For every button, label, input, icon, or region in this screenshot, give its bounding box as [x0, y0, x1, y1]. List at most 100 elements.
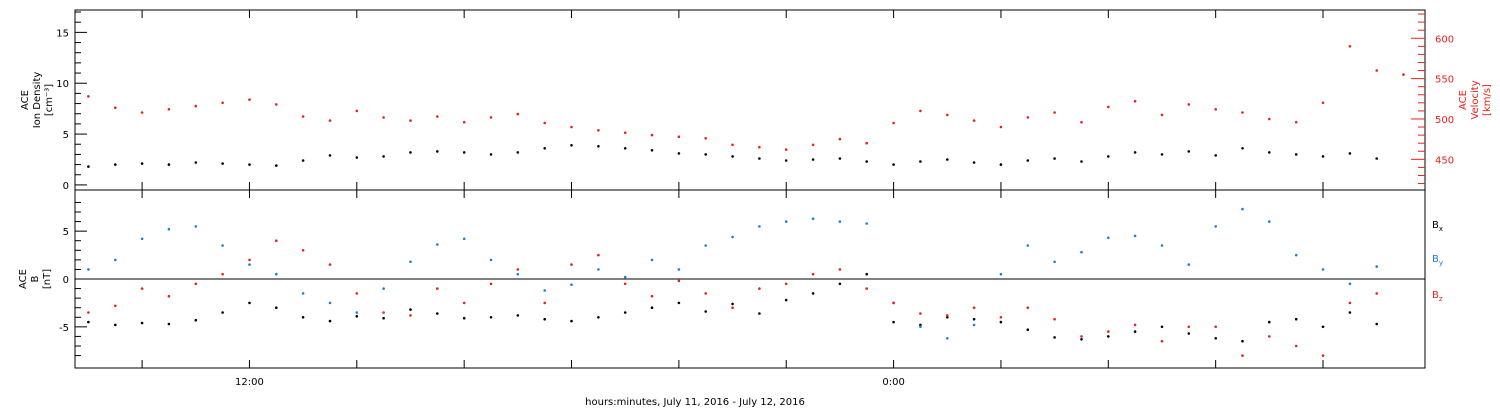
- top-series-point-0: [87, 165, 90, 168]
- top-series-point-1: [436, 115, 439, 118]
- b-field-point-0: [919, 323, 922, 327]
- top-series-point-1: [462, 120, 466, 124]
- velocity-tick-label: 550: [1435, 75, 1454, 86]
- b-field-tick-label: -5: [59, 323, 69, 334]
- b-field-point-0: [1160, 325, 1164, 329]
- velocity-axis-label-line-3: [km/s]: [1482, 84, 1493, 116]
- bottom-panel-series: [87, 207, 1378, 357]
- velocity-tick-label: 500: [1435, 115, 1454, 126]
- top-series-point-1: [1107, 105, 1110, 109]
- top-series-point-1: [999, 125, 1003, 129]
- b-field-point-0: [87, 320, 90, 324]
- density-tick-label: 10: [56, 79, 69, 90]
- top-series-point-0: [1133, 151, 1137, 154]
- top-series-point-0: [1160, 153, 1164, 156]
- top-series-point-1: [1160, 113, 1164, 117]
- top-series-point-0: [140, 162, 144, 165]
- top-series-point-0: [436, 150, 439, 153]
- top-series-point-1: [114, 106, 117, 109]
- top-series-point-0: [1080, 160, 1083, 163]
- b-field-point-1: [489, 258, 493, 262]
- top-series-point-0: [731, 155, 734, 158]
- b-field-point-1: [570, 283, 573, 287]
- top-series-point-0: [1214, 154, 1217, 157]
- b-field-point-0: [221, 311, 224, 314]
- b-field-point-2: [221, 272, 224, 276]
- b-field-point-2: [1241, 354, 1244, 357]
- b-field-point-0: [167, 322, 171, 326]
- b-field-point-1: [1321, 268, 1325, 271]
- legend-bx: Bx: [1432, 220, 1443, 233]
- b-field-point-2: [704, 292, 707, 295]
- legend-bz: Bz: [1432, 290, 1443, 303]
- top-series-point-1: [355, 109, 359, 113]
- top-series-point-0: [301, 159, 305, 162]
- b-field-point-2: [731, 306, 734, 310]
- top-series-point-1: [704, 137, 707, 140]
- b-field-point-1: [1026, 244, 1030, 247]
- b-field-point-1: [1214, 225, 1217, 228]
- top-series-point-1: [972, 119, 976, 122]
- b-field-point-0: [1080, 338, 1083, 341]
- top-panel: 0 5 10 15 450 500 550 600 ACE Ion Density [cm⁻…: [20, 9, 1493, 192]
- b-field-axis: -5 0 5: [59, 201, 87, 357]
- b-field-point-1: [1348, 282, 1352, 286]
- b-field-point-0: [275, 306, 278, 310]
- b-field-point-0: [543, 317, 546, 321]
- b-field-point-1: [731, 235, 734, 239]
- b-field-point-2: [1187, 325, 1191, 329]
- top-series-point-0: [462, 151, 466, 154]
- top-series-point-0: [919, 160, 922, 163]
- b-field-point-1: [784, 220, 788, 223]
- b-field-point-0: [999, 320, 1003, 324]
- b-field-point-1: [355, 311, 359, 314]
- b-field-point-1: [1160, 244, 1164, 247]
- top-series-point-0: [758, 157, 761, 160]
- b-field-point-2: [597, 253, 600, 257]
- top-series-point-0: [946, 158, 949, 161]
- top-series-point-0: [221, 162, 224, 165]
- top-series-point-0: [892, 163, 895, 166]
- b-field-point-0: [838, 282, 842, 286]
- top-series-point-1: [167, 108, 171, 111]
- b-field-point-1: [301, 292, 305, 295]
- b-field-point-2: [972, 306, 976, 310]
- b-field-point-1: [758, 225, 761, 228]
- top-series-point-1: [731, 143, 734, 147]
- b-field-point-2: [301, 249, 305, 252]
- b-field-point-0: [355, 315, 359, 318]
- top-series-point-1: [1402, 73, 1405, 76]
- b-field-point-2: [436, 287, 439, 290]
- b-field-point-0: [946, 316, 949, 319]
- b-field-point-0: [516, 314, 520, 317]
- top-series-point-1: [275, 103, 278, 106]
- b-field-point-1: [516, 272, 520, 276]
- top-series-point-0: [677, 152, 681, 155]
- top-panel-time-ticks: [141, 10, 1324, 190]
- b-field-point-0: [1348, 311, 1352, 314]
- b-field-point-1: [167, 227, 171, 231]
- top-series-point-1: [221, 101, 224, 105]
- b-field-point-0: [114, 323, 117, 327]
- b-field-point-1: [1053, 260, 1056, 264]
- b-field-point-2: [382, 311, 385, 314]
- b-field-point-0: [865, 272, 868, 276]
- b-field-point-0: [1133, 330, 1137, 333]
- b-field-point-0: [140, 321, 144, 325]
- top-series-point-1: [838, 137, 842, 141]
- top-series-point-0: [650, 149, 654, 152]
- top-series-point-1: [811, 143, 815, 147]
- b-field-point-2: [838, 268, 842, 271]
- top-series-point-1: [1321, 101, 1325, 105]
- b-field-point-2: [87, 311, 90, 314]
- velocity-axis: 450 500 550 600: [1411, 13, 1454, 185]
- b-field-point-0: [328, 319, 332, 323]
- top-series-point-1: [570, 125, 573, 129]
- b-field-point-2: [570, 263, 573, 266]
- top-series-point-1: [758, 145, 761, 149]
- density-tick-label: 5: [63, 130, 69, 141]
- top-series-point-1: [597, 129, 600, 132]
- top-series-point-1: [1375, 69, 1378, 72]
- b-field-point-0: [1321, 325, 1325, 329]
- b-field-point-2: [1294, 344, 1298, 348]
